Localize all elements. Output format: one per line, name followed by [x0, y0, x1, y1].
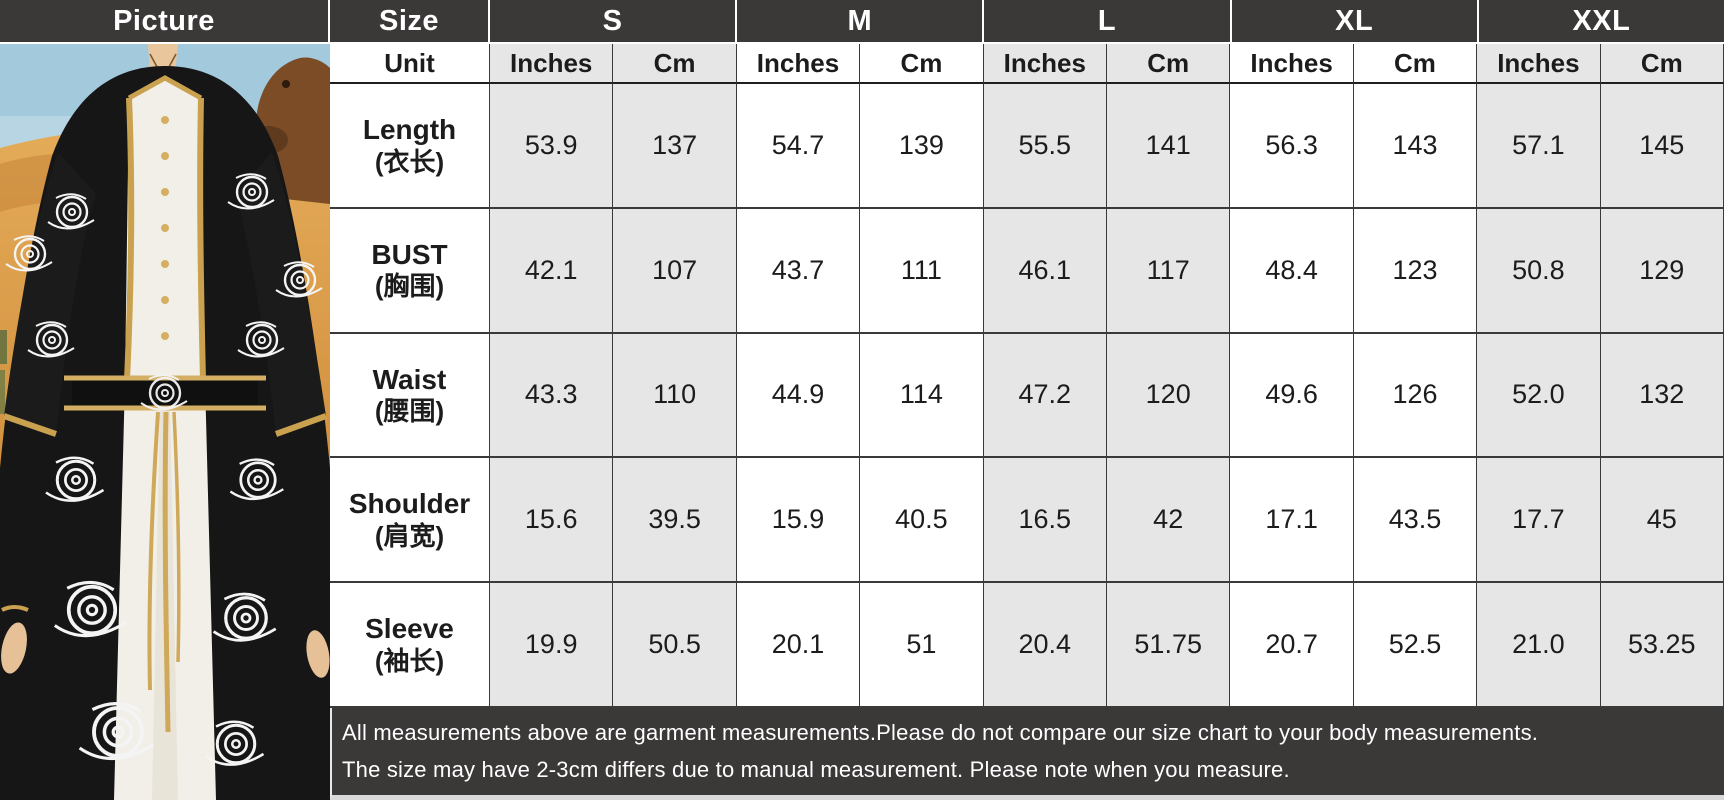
value-length-l-inches: 55.5 [983, 84, 1107, 209]
value-bust-l-cm: 117 [1107, 208, 1231, 334]
row-label-en: Shoulder [348, 488, 471, 520]
value-sleeve-s-cm: 50.5 [613, 583, 737, 708]
value-length-xxl-inches: 57.1 [1477, 84, 1601, 209]
header-size-s: S [490, 0, 738, 44]
value-length-s-inches: 53.9 [490, 84, 614, 209]
value-bust-s-inches: 42.1 [490, 208, 614, 334]
unit-cell-xxl-inches: Inches [1477, 44, 1601, 84]
measurement-notes: All measurements above are garment measu… [330, 708, 1724, 800]
row-label-en: Length [362, 114, 457, 145]
value-length-m-cm: 139 [860, 84, 984, 209]
value-sleeve-xl-inches: 20.7 [1230, 583, 1354, 708]
value-waist-s-inches: 43.3 [490, 333, 614, 459]
unit-cell-xxl-cm: Cm [1600, 44, 1724, 84]
size-chart-grid: Unit Inches Cm Inches Cm Inches Cm Inches Cm Inch… [330, 44, 1724, 708]
value-bust-xxl-inches: 50.8 [1477, 208, 1601, 334]
row-label-zh: (袖长) [374, 645, 445, 676]
value-sleeve-xl-cm: 52.5 [1353, 583, 1478, 708]
table-body: Unit Inches Cm Inches Cm Inches Cm Inches Cm Inch… [0, 44, 1724, 800]
value-waist-l-cm: 120 [1107, 333, 1231, 459]
value-shoulder-s-inches: 15.6 [490, 458, 614, 584]
value-sleeve-m-inches: 20.1 [736, 583, 861, 708]
row-label-shoulder: Shoulder (肩宽) [330, 458, 490, 584]
value-shoulder-l-inches: 16.5 [983, 458, 1107, 584]
unit-cell-l-inches: Inches [983, 44, 1107, 84]
row-label-en: Waist [372, 363, 447, 395]
row-label-zh: (腰围) [374, 396, 445, 427]
row-label-en: Sleeve [365, 613, 454, 645]
unit-cell-m-inches: Inches [736, 44, 861, 84]
unit-cell-xl-inches: Inches [1230, 44, 1354, 84]
value-bust-m-cm: 111 [860, 208, 984, 334]
value-sleeve-l-cm: 51.75 [1107, 583, 1231, 708]
value-shoulder-xxl-cm: 45 [1600, 458, 1724, 584]
value-sleeve-l-inches: 20.4 [983, 583, 1107, 708]
value-sleeve-s-inches: 19.9 [490, 583, 614, 708]
row-label-en: BUST [371, 238, 448, 270]
header-size-m: M [737, 0, 985, 44]
value-sleeve-xxl-cm: 53.25 [1600, 583, 1724, 708]
header-size-xxl: XXL [1478, 0, 1724, 44]
value-length-s-cm: 137 [613, 84, 737, 209]
product-picture-illustration [0, 44, 330, 800]
value-sleeve-m-cm: 51 [860, 583, 984, 708]
value-shoulder-m-cm: 40.5 [860, 458, 984, 584]
value-waist-xl-inches: 49.6 [1230, 333, 1354, 459]
note-line-1: All measurements above are garment measu… [342, 719, 1539, 745]
value-waist-m-inches: 44.9 [736, 333, 861, 459]
value-shoulder-xl-inches: 17.1 [1230, 458, 1354, 584]
value-waist-s-cm: 110 [613, 333, 737, 459]
value-shoulder-xl-cm: 43.5 [1353, 458, 1478, 584]
row-label-zh: (胸围) [374, 271, 445, 302]
header-size-xl: XL [1231, 0, 1479, 44]
value-shoulder-m-inches: 15.9 [736, 458, 861, 584]
value-bust-l-inches: 46.1 [983, 208, 1107, 334]
row-label-zh: (肩宽) [374, 520, 445, 551]
value-bust-xl-cm: 123 [1353, 208, 1478, 334]
value-length-xl-cm: 143 [1353, 84, 1478, 209]
header-picture: Picture [0, 0, 330, 44]
header-size: Size [330, 0, 490, 44]
unit-cell-s-cm: Cm [613, 44, 737, 84]
unit-cell-l-cm: Cm [1107, 44, 1231, 84]
table-header-row: Picture Size S M L XL XXL [0, 0, 1724, 44]
header-size-l: L [984, 0, 1232, 44]
note-line-2: The size may have 2-3cm differs due to m… [342, 757, 1290, 783]
value-waist-m-cm: 114 [860, 333, 984, 459]
unit-label-cell: Unit [330, 44, 490, 84]
value-waist-xl-cm: 126 [1353, 333, 1478, 459]
value-bust-xxl-cm: 129 [1600, 208, 1724, 334]
value-waist-xxl-inches: 52.0 [1477, 333, 1601, 459]
value-length-xxl-cm: 145 [1600, 84, 1724, 209]
value-shoulder-s-cm: 39.5 [613, 458, 737, 584]
value-waist-xxl-cm: 132 [1600, 333, 1724, 459]
unit-cell-xl-cm: Cm [1353, 44, 1478, 84]
row-label-waist: Waist (腰围) [330, 333, 490, 459]
value-waist-l-inches: 47.2 [983, 333, 1107, 459]
row-label-zh: (衣长) [374, 146, 445, 177]
row-label-sleeve: Sleeve (袖长) [330, 583, 490, 708]
row-label-length: Length (衣长) [330, 84, 490, 209]
value-sleeve-xxl-inches: 21.0 [1477, 583, 1601, 708]
value-length-m-inches: 54.7 [736, 84, 861, 209]
value-bust-m-inches: 43.7 [736, 208, 861, 334]
value-shoulder-xxl-inches: 17.7 [1477, 458, 1601, 584]
gold-belt [64, 374, 266, 411]
value-shoulder-l-cm: 42 [1107, 458, 1231, 584]
value-length-l-cm: 141 [1107, 84, 1231, 209]
unit-cell-s-inches: Inches [490, 44, 614, 84]
size-chart-column: Unit Inches Cm Inches Cm Inches Cm Inches Cm Inch… [330, 44, 1724, 800]
unit-cell-m-cm: Cm [860, 44, 984, 84]
value-length-xl-inches: 56.3 [1230, 84, 1354, 209]
value-bust-s-cm: 107 [613, 208, 737, 334]
model [0, 44, 330, 800]
product-picture [0, 44, 330, 800]
value-bust-xl-inches: 48.4 [1230, 208, 1354, 334]
row-label-bust: BUST (胸围) [330, 208, 490, 334]
